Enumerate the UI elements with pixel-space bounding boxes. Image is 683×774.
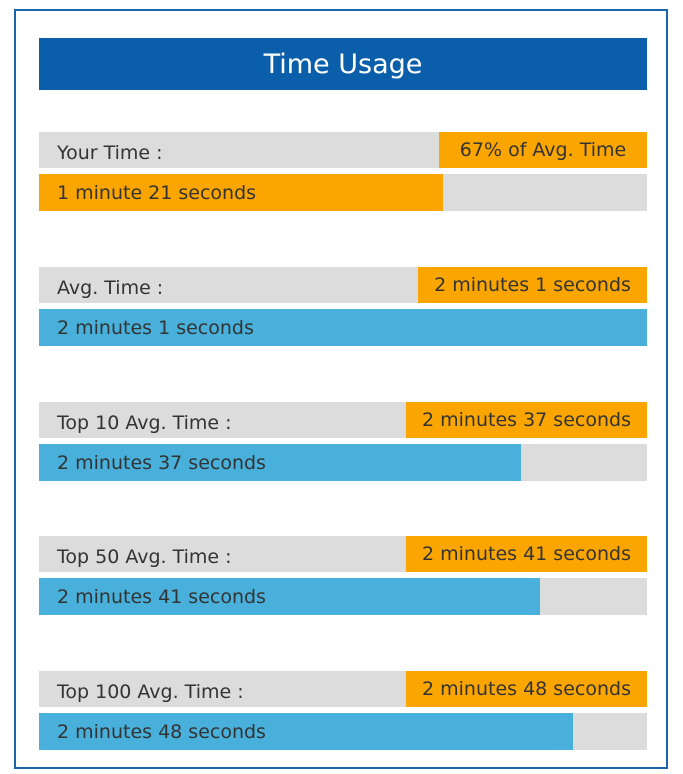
row-label: Your Time :: [57, 142, 163, 164]
bar-fill: [39, 444, 521, 481]
top100-time-row: Top 100 Avg. Time : 2 minutes 48 seconds…: [39, 671, 647, 750]
bar-track: 2 minutes 41 seconds: [39, 578, 647, 615]
row-label: Avg. Time :: [57, 277, 164, 299]
bar-track: 2 minutes 1 seconds: [39, 309, 647, 346]
bar-fill: [39, 174, 444, 211]
bar-track: 1 minute 21 seconds: [39, 174, 647, 211]
bar-value: 2 minutes 48 seconds: [57, 720, 266, 743]
top50-time-row: Top 50 Avg. Time : 2 minutes 41 seconds …: [39, 536, 647, 615]
bar-fill: [39, 713, 573, 750]
panel-header: Time Usage: [39, 38, 647, 90]
bar-fill: [39, 309, 647, 346]
time-usage-panel: [14, 9, 668, 769]
bar-track: 2 minutes 48 seconds: [39, 713, 647, 750]
time-badge: 2 minutes 48 seconds: [406, 671, 647, 707]
row-label: Top 50 Avg. Time :: [57, 546, 232, 568]
your-time-row: Your Time : 67% of Avg. Time 1 minute 21…: [39, 132, 647, 211]
bar-value: 1 minute 21 seconds: [57, 181, 257, 204]
avg-time-row: Avg. Time : 2 minutes 1 seconds 2 minute…: [39, 267, 647, 346]
time-badge: 2 minutes 37 seconds: [406, 402, 647, 438]
bar-value: 2 minutes 41 seconds: [57, 585, 266, 608]
time-badge: 2 minutes 41 seconds: [406, 536, 647, 572]
time-badge: 2 minutes 1 seconds: [418, 267, 647, 303]
bar-value: 2 minutes 1 seconds: [57, 316, 254, 339]
panel-title: Time Usage: [263, 48, 423, 80]
bar-track: 2 minutes 37 seconds: [39, 444, 647, 481]
row-label: Top 10 Avg. Time :: [57, 412, 232, 434]
row-label: Top 100 Avg. Time :: [57, 681, 244, 703]
percent-badge: 67% of Avg. Time: [439, 132, 647, 168]
top10-time-row: Top 10 Avg. Time : 2 minutes 37 seconds …: [39, 402, 647, 481]
bar-fill: [39, 578, 540, 615]
bar-value: 2 minutes 37 seconds: [57, 451, 266, 474]
